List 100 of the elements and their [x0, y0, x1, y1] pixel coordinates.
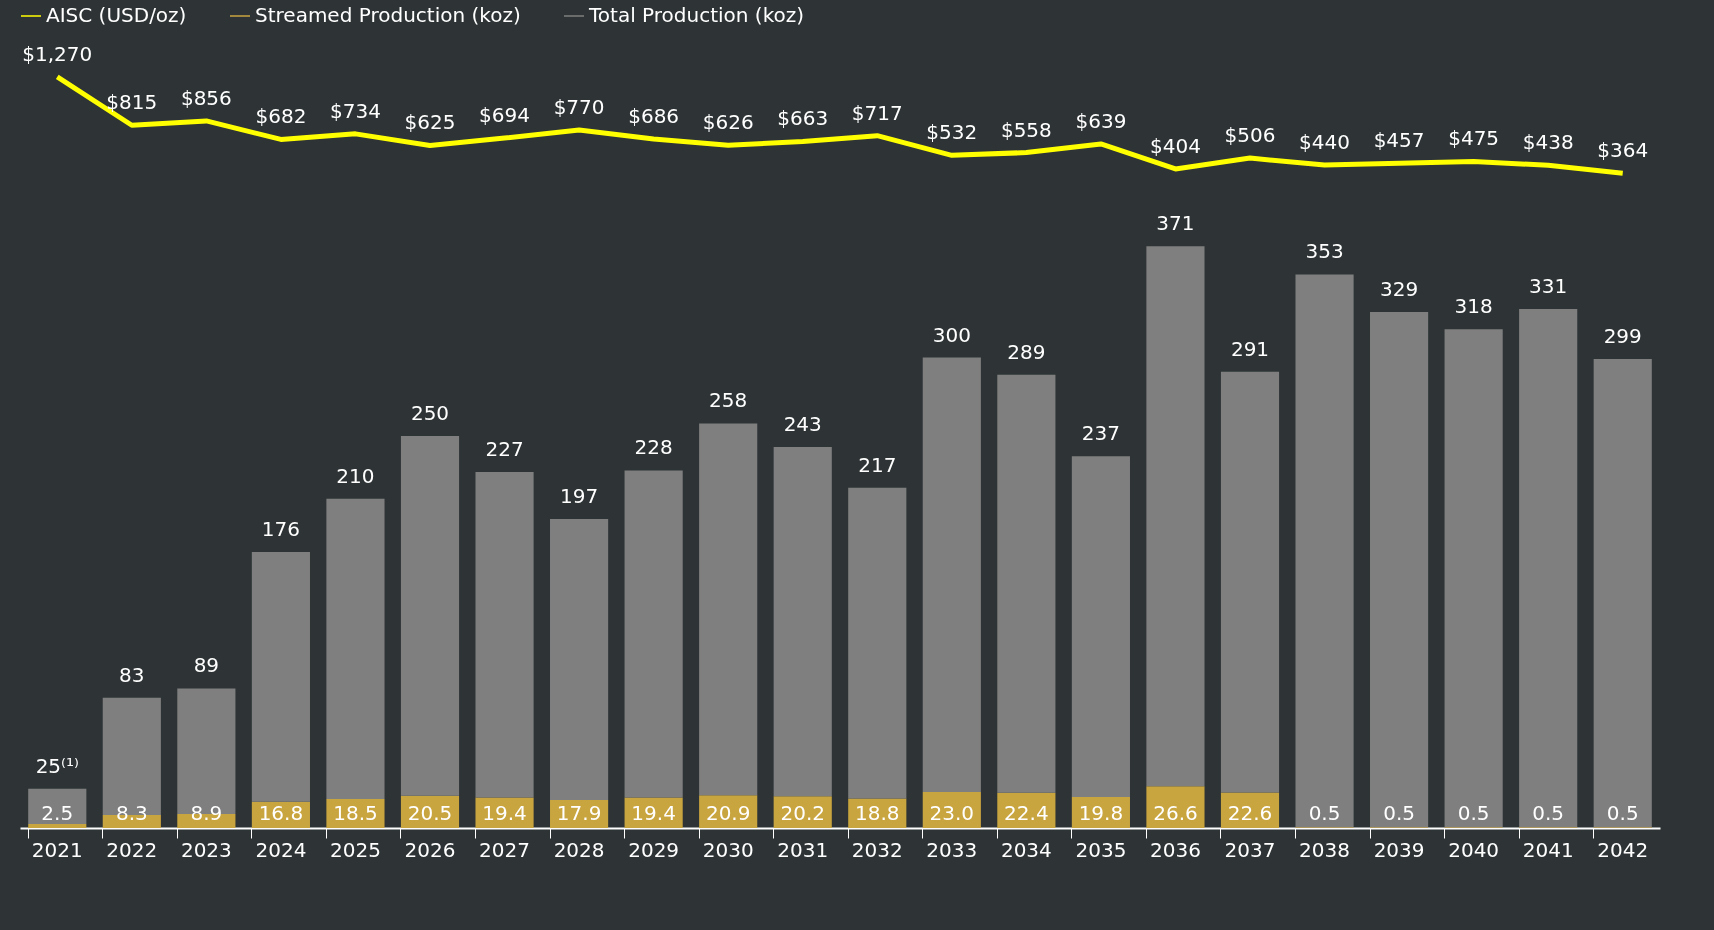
total-label: 217: [858, 452, 897, 477]
bar: [699, 423, 758, 796]
total-label: 258: [709, 388, 748, 413]
x-tick-label: 2023: [180, 837, 232, 862]
x-tick-label: 2030: [702, 837, 754, 862]
total-label: 227: [485, 437, 524, 462]
data-label: $506: [1224, 123, 1276, 148]
bar: [997, 374, 1056, 793]
data-label: 22.6: [1227, 801, 1273, 825]
legend-label: AISC (USD/oz): [46, 3, 187, 27]
data-label: 17.9: [556, 801, 602, 825]
data-label: 22.4: [1004, 801, 1049, 825]
total-label: 329: [1380, 277, 1419, 302]
total-label: 289: [1007, 339, 1046, 364]
data-label: $625: [404, 110, 456, 135]
x-tick-label: 2027: [479, 837, 530, 862]
legend-label: Total Production (koz): [588, 3, 805, 27]
data-label: $404: [1150, 133, 1201, 158]
data-label: $694: [479, 103, 530, 128]
x-tick-label: 2035: [1075, 837, 1127, 862]
bar: [28, 788, 87, 825]
data-label: 19.4: [482, 801, 527, 825]
total-label: 176: [261, 516, 300, 541]
data-label: 0.5: [1606, 801, 1639, 825]
bar: [1146, 786, 1205, 828]
data-label: 8.9: [190, 801, 223, 825]
bar: [251, 551, 310, 802]
total-label: 237: [1081, 421, 1120, 446]
bar: [400, 435, 460, 796]
bar: [475, 472, 534, 798]
data-label: $440: [1299, 130, 1350, 155]
x-tick-label: 2022: [106, 837, 158, 862]
total-label: 25⁽¹⁾: [35, 753, 79, 778]
data-label: 18.8: [855, 801, 900, 825]
data-label: $626: [702, 110, 754, 135]
bar: [1146, 246, 1205, 787]
bar: [28, 824, 87, 828]
data-label: 20.5: [407, 801, 453, 825]
data-label: 0.5: [1308, 801, 1341, 825]
total-label: 371: [1156, 211, 1195, 236]
data-label: $532: [926, 120, 978, 145]
x-tick-label: 2042: [1597, 837, 1649, 862]
total-label: 243: [783, 411, 822, 436]
total-label: 331: [1529, 273, 1568, 298]
bar: [1593, 359, 1652, 828]
data-label: $717: [851, 100, 903, 125]
data-label: $682: [255, 104, 307, 129]
x-tick-label: 2039: [1373, 837, 1425, 862]
data-label: $856: [180, 85, 232, 110]
data-label: 18.5: [333, 801, 378, 825]
data-label: $770: [553, 95, 605, 120]
x-tick-label: 2034: [1000, 837, 1052, 862]
x-tick-label: 2021: [31, 837, 83, 862]
data-label: 0.5: [1383, 801, 1415, 825]
data-label: 19.4: [631, 801, 676, 825]
data-label: 2.5: [41, 801, 74, 825]
data-label: 0.5: [1532, 801, 1565, 825]
data-label: $734: [330, 98, 381, 123]
data-label: 16.8: [258, 801, 304, 825]
bar: [773, 446, 832, 797]
x-tick-label: 2040: [1448, 837, 1500, 862]
data-label: $558: [1000, 117, 1052, 142]
total-label: 250: [410, 400, 450, 425]
bar: [1295, 274, 1354, 828]
data-label: 0.5: [1457, 801, 1490, 825]
data-label: $815: [106, 90, 158, 115]
bar: [326, 498, 385, 799]
x-tick-label: 2029: [628, 837, 680, 862]
x-tick-label: 2038: [1299, 837, 1350, 862]
x-tick-label: 2025: [330, 837, 381, 862]
total-label: 228: [634, 435, 673, 460]
x-tick-label: 2028: [553, 837, 605, 862]
x-tick-label: 2024: [255, 837, 307, 862]
bar: [1370, 312, 1429, 828]
data-label: $438: [1522, 130, 1574, 155]
total-label: 210: [336, 463, 375, 488]
total-label: 83: [119, 662, 145, 687]
bar: [922, 357, 981, 792]
bar: [1220, 371, 1280, 793]
bar: [1444, 329, 1503, 828]
total-label: 353: [1305, 239, 1344, 264]
legend-label: Streamed Production (koz): [255, 3, 521, 27]
bar: [550, 519, 609, 800]
total-label: 89: [193, 653, 220, 678]
data-label: $1,270: [22, 41, 93, 66]
x-tick-label: 2026: [404, 837, 456, 862]
x-tick-label: 2031: [777, 837, 829, 862]
x-tick-label: 2032: [851, 837, 903, 862]
data-label: $686: [628, 103, 680, 128]
data-label: $663: [777, 106, 829, 131]
bar: [848, 487, 907, 799]
data-label: 23.0: [929, 801, 975, 825]
data-label: 20.2: [780, 801, 825, 825]
data-label: 20.9: [705, 801, 751, 825]
data-label: 19.8: [1078, 801, 1124, 825]
data-label: $457: [1373, 128, 1425, 153]
x-tick-label: 2033: [926, 837, 978, 862]
data-label: $639: [1075, 108, 1127, 133]
x-tick-label: 2037: [1224, 837, 1276, 862]
total-label: 291: [1230, 336, 1270, 361]
